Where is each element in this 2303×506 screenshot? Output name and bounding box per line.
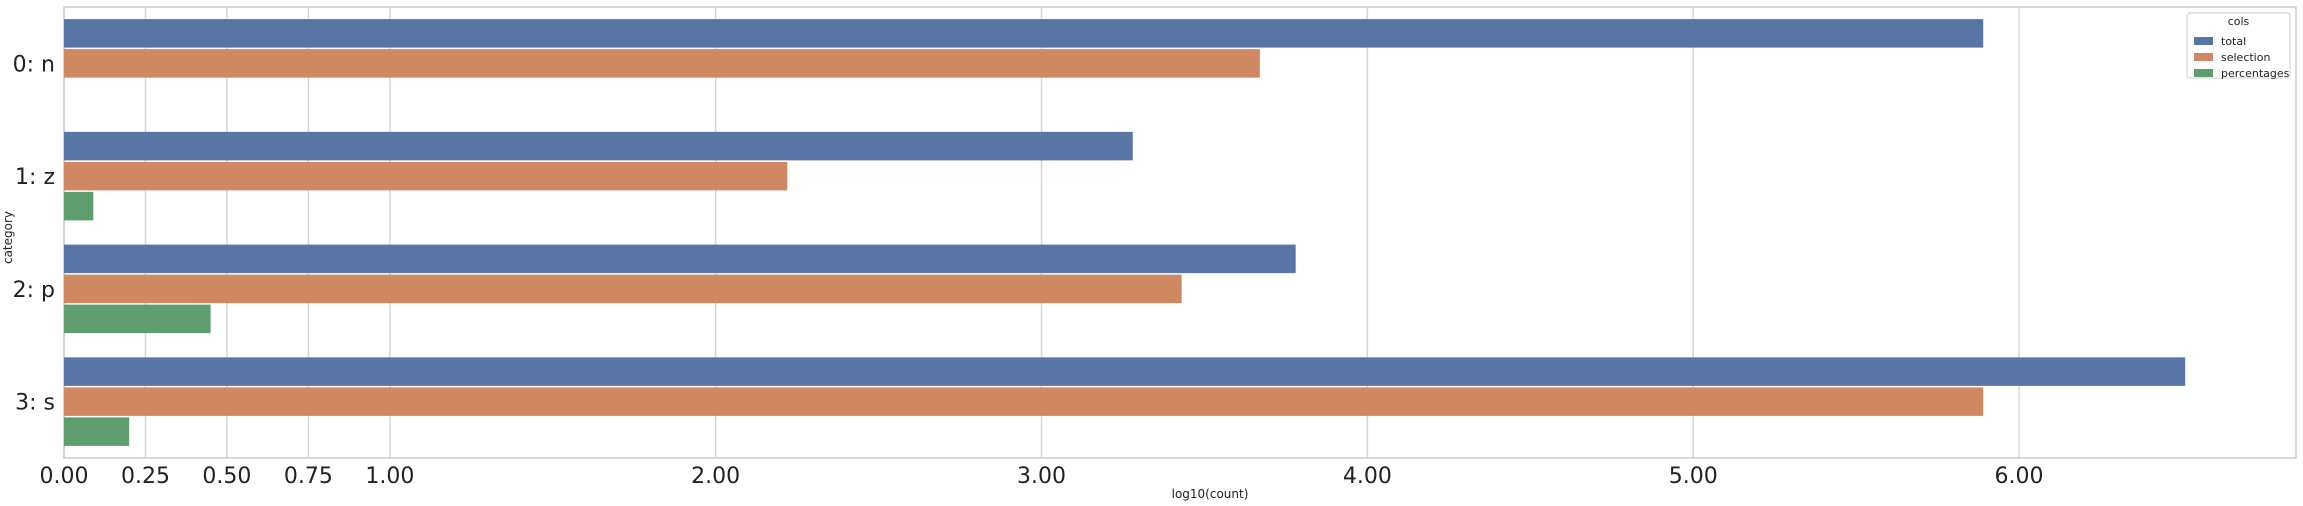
x-tick-label: 0.75 <box>284 464 333 489</box>
x-tick-label: 1.00 <box>365 464 414 489</box>
category-label: 3: s <box>15 391 55 416</box>
legend-label-percentages: percentages <box>2221 67 2290 80</box>
x-tick-label: 0.25 <box>121 464 170 489</box>
category-label: 0: n <box>13 52 55 77</box>
x-tick-label: 3.00 <box>1017 464 1066 489</box>
x-tick-label: 6.00 <box>1995 464 2044 489</box>
bar-selection-1 <box>64 161 788 191</box>
category-label: 1: z <box>15 165 55 190</box>
category-label: 2: p <box>13 278 55 303</box>
x-tick-label: 0.00 <box>40 464 89 489</box>
bars <box>64 19 2186 446</box>
legend-swatch-selection <box>2194 53 2213 61</box>
legend-swatch-total <box>2194 37 2213 45</box>
x-tick-label: 4.00 <box>1343 464 1392 489</box>
x-axis-title: log10(count) <box>1172 487 1249 501</box>
category-labels: 0: n 1: z 2: p 3: s <box>13 52 55 415</box>
bar-selection-2 <box>64 274 1182 304</box>
legend-swatch-percentages <box>2194 69 2213 77</box>
plot-frame <box>63 6 2297 459</box>
bar-selection-3 <box>64 387 1984 416</box>
x-tick-label: 2.00 <box>691 464 740 489</box>
bar-total-2 <box>64 244 1296 274</box>
legend: cols total selection percentages <box>2186 12 2291 80</box>
bar-total-3 <box>64 357 2186 386</box>
legend-items: total selection percentages <box>2194 35 2290 80</box>
bar-selection-0 <box>64 49 1260 78</box>
legend-label-total: total <box>2221 35 2246 48</box>
bar-percentages-3 <box>64 417 130 446</box>
x-tick-labels: 0.00 0.25 0.50 0.75 1.00 2.00 3.00 4.00 5.00 6.00 <box>40 464 2044 489</box>
legend-title: cols <box>2228 15 2250 28</box>
bar-total-1 <box>64 131 1133 161</box>
y-axis-title: category <box>1 211 15 264</box>
bar-percentages-1 <box>64 191 94 221</box>
bar-percentages-2 <box>64 304 211 334</box>
bar-total-0 <box>64 19 1984 48</box>
x-tick-label: 0.50 <box>202 464 251 489</box>
x-tick-label: 5.00 <box>1669 464 1718 489</box>
legend-box <box>2186 12 2291 79</box>
legend-label-selection: selection <box>2221 51 2270 64</box>
